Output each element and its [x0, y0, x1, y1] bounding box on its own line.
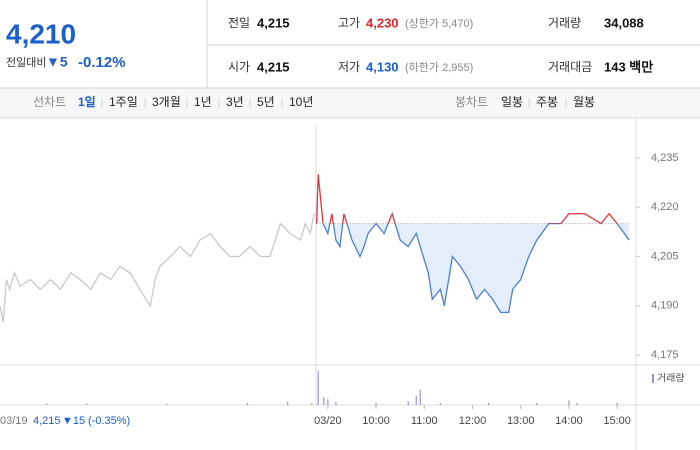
tab[interactable]: 5년 — [257, 95, 275, 109]
stat-value: 4,215 — [257, 15, 290, 30]
area — [323, 223, 630, 313]
volume-bar — [246, 403, 249, 405]
y-tick-label: 4,190 — [651, 300, 679, 312]
y-tick-label: 4,220 — [651, 201, 679, 213]
volume-bar — [419, 389, 421, 405]
tab[interactable]: 3개월 — [152, 95, 181, 109]
volume-bar — [415, 395, 417, 405]
x-tick-label: 14:00 — [555, 415, 583, 427]
tab[interactable]: 1주일 — [109, 95, 138, 109]
tab[interactable]: 3년 — [226, 95, 244, 109]
tab[interactable]: 1년 — [194, 95, 212, 109]
stat-label: 시가 — [228, 60, 250, 74]
volume-bar — [576, 403, 578, 405]
x-tick-label: 11:00 — [411, 415, 438, 427]
stat-label: 전일 — [228, 16, 250, 30]
volume-bar — [86, 403, 88, 405]
stat-note: (하한가 2,955) — [405, 60, 473, 74]
tab[interactable]: 1일 — [78, 95, 96, 109]
volume-bar — [407, 401, 409, 405]
volume-bar — [327, 399, 329, 405]
stat-value: 4,215 — [257, 59, 290, 74]
price-line — [0, 213, 315, 323]
change-label: 전일대비 — [6, 55, 46, 69]
volume-bar — [311, 403, 313, 405]
price: 4,210 — [6, 18, 76, 49]
volume-bar — [568, 400, 570, 405]
tab[interactable]: 주봉 — [536, 95, 558, 109]
volume-bar — [166, 403, 168, 405]
x-tick-label: 15:00 — [603, 415, 631, 427]
volume-bar — [287, 401, 289, 405]
stat-value: 143 백만 — [604, 59, 653, 74]
change: ▼5 — [46, 54, 68, 70]
legend-swatch — [652, 374, 654, 383]
y-tick-label: 4,205 — [651, 250, 679, 262]
prev-change-pct: (-0.35%) — [88, 415, 130, 427]
volume-bar — [536, 403, 538, 405]
prev-change: ▼15 — [62, 415, 85, 427]
tab-group-label: 선차트 — [33, 95, 66, 109]
prev-close: 4,215 — [33, 415, 61, 427]
stat-value: 34,088 — [604, 15, 644, 30]
legend-label: 거래량 — [657, 373, 685, 385]
tab[interactable]: 일봉 — [501, 95, 523, 109]
volume-bar — [375, 402, 377, 405]
tab-group-label: 봉차트 — [455, 95, 488, 109]
volume-bar — [335, 401, 337, 405]
y-tick-label: 4,235 — [651, 152, 679, 164]
volume-bar — [323, 397, 325, 405]
stat-label: 거래량 — [548, 16, 581, 30]
quote-panel — [0, 0, 700, 88]
stat-label: 거래대금 — [548, 60, 592, 74]
prev-date: 03/19 — [0, 415, 28, 427]
y-tick-label: 4,175 — [651, 349, 679, 361]
stat-value: 4,230 — [366, 15, 399, 30]
stat-note: (상한가 5,470) — [405, 17, 473, 30]
tab-bar — [0, 89, 700, 118]
x-tick-label: 12:00 — [459, 415, 487, 427]
volume-bar — [46, 403, 48, 405]
stat-label: 고가 — [338, 16, 360, 30]
volume-bar — [317, 370, 319, 405]
x-tick-label: 03/20 — [314, 415, 342, 427]
x-tick-label: 10:00 — [362, 415, 390, 427]
change-pct: -0.12% — [78, 54, 126, 71]
volume-bar — [487, 402, 490, 405]
tab[interactable]: 10년 — [289, 95, 313, 109]
stat-label: 저가 — [338, 60, 360, 74]
volume-bar — [616, 402, 618, 405]
tab[interactable]: 월봉 — [573, 95, 595, 109]
price-line — [315, 174, 630, 314]
stat-value: 4,130 — [366, 59, 399, 74]
x-tick-label: 13:00 — [507, 415, 535, 427]
volume-bar — [439, 403, 441, 405]
